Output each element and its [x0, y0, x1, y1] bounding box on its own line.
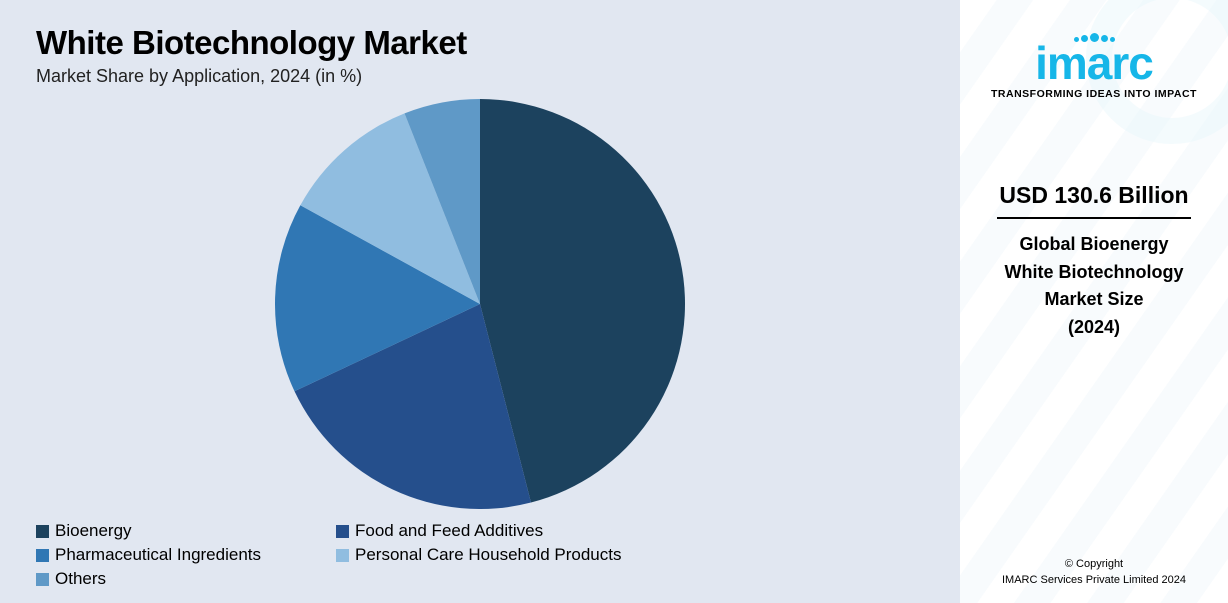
legend-swatch — [36, 525, 49, 538]
legend-item: Food and Feed Additives — [336, 521, 636, 541]
legend-swatch — [336, 549, 349, 562]
legend-item: Bioenergy — [36, 521, 336, 541]
stat-line-3: Market Size — [984, 286, 1204, 314]
right-panel: imarc TRANSFORMING IDEAS INTO IMPACT USD… — [960, 0, 1228, 603]
logo-block: imarc TRANSFORMING IDEAS INTO IMPACT — [960, 26, 1228, 100]
stat-value: USD 130.6 Billion — [997, 182, 1191, 219]
legend-label: Food and Feed Additives — [355, 521, 543, 541]
pie-chart — [275, 99, 685, 509]
legend-swatch — [36, 549, 49, 562]
legend-label: Others — [55, 569, 106, 589]
logo-tagline: TRANSFORMING IDEAS INTO IMPACT — [960, 88, 1228, 100]
copyright: © Copyright IMARC Services Private Limit… — [960, 557, 1228, 589]
chart-subtitle: Market Share by Application, 2024 (in %) — [36, 66, 924, 87]
legend-item: Others — [36, 569, 336, 589]
left-panel: White Biotechnology Market Market Share … — [0, 0, 960, 603]
legend-item: Pharmaceutical Ingredients — [36, 545, 336, 565]
copyright-line-1: © Copyright — [960, 557, 1228, 573]
chart-title: White Biotechnology Market — [36, 24, 924, 62]
stat-lines: Global Bioenergy White Biotechnology Mar… — [984, 231, 1204, 343]
stat-line-4: (2024) — [984, 314, 1204, 342]
legend-swatch — [36, 573, 49, 586]
copyright-line-2: IMARC Services Private Limited 2024 — [960, 573, 1228, 589]
legend-item: Personal Care Household Products — [336, 545, 636, 565]
stat-line-2: White Biotechnology — [984, 259, 1204, 287]
logo-text: imarc — [960, 42, 1228, 86]
legend-label: Pharmaceutical Ingredients — [55, 545, 261, 565]
legend: Bioenergy Food and Feed Additives Pharmace… — [36, 521, 924, 589]
stat-line-1: Global Bioenergy — [984, 231, 1204, 259]
stat-block: USD 130.6 Billion Global Bioenergy White… — [984, 182, 1204, 343]
pie-chart-wrap — [36, 87, 924, 521]
legend-swatch — [336, 525, 349, 538]
legend-label: Bioenergy — [55, 521, 132, 541]
legend-label: Personal Care Household Products — [355, 545, 621, 565]
